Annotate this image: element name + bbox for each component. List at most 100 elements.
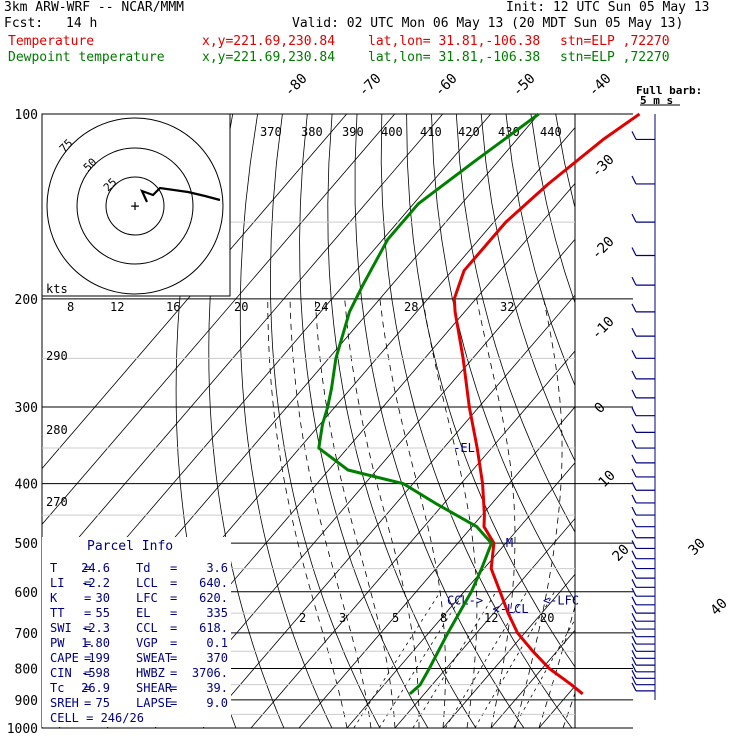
theta-label: 280 [46, 423, 68, 437]
pressure-label: 500 [15, 537, 38, 552]
isotherm [538, 685, 575, 728]
parcel-equals: = [170, 651, 178, 665]
parcel-equals: = [170, 666, 178, 680]
parcel-equals: = [84, 561, 92, 575]
wind-barb-icon [631, 620, 637, 630]
dry-adiabat [555, 114, 575, 209]
parcel-info-title: Parcel Info [87, 539, 174, 554]
isotherm [42, 114, 444, 581]
hodograph-axis-label: 16 [166, 300, 180, 314]
parcel-equals: = [170, 636, 178, 650]
hodograph-ring-75 [46, 117, 224, 295]
wind-barb-icon [631, 628, 637, 637]
wind-barb-icon [631, 439, 637, 449]
parcel-equals: = [84, 621, 92, 635]
wind-barb-icon [631, 643, 637, 652]
mixing-ratio-label: 3 [339, 611, 346, 625]
cell-motion: CELL = 246/26 [50, 711, 144, 725]
isotherm-label: -30 [589, 152, 618, 181]
parcel-key: CCL [136, 621, 158, 635]
parcel-key: LCL [136, 576, 158, 590]
isotherm [42, 114, 396, 526]
forecast-label: Fcst: [4, 16, 44, 31]
sounding-traces [317, 112, 641, 696]
pressure-label: 1000 [7, 722, 38, 737]
parcel-value: -2.3 [81, 621, 110, 635]
parcel-key: SHEAR [136, 681, 173, 695]
parcel-key: K [50, 591, 58, 605]
wind-barb-icon [631, 424, 637, 433]
pressure-label: 800 [15, 662, 38, 677]
isotherm-label: 40 [708, 596, 731, 619]
dewpoint-station: stn=ELP ,72270 [560, 50, 670, 65]
wind-barb-icon [631, 587, 637, 597]
parcel-key: TT [50, 606, 65, 620]
hodograph-frame [41, 113, 231, 297]
parcel-value: 0.1 [206, 636, 228, 650]
parcel-equals: = [84, 591, 92, 605]
parcel-equals: = [84, 666, 92, 680]
wind-barb-icon [631, 506, 637, 516]
parcel-key: SREH [50, 696, 79, 710]
moist-adiabat [289, 298, 372, 728]
theta-label: 390 [342, 125, 364, 139]
dewpoint-xy: x,y=221.69,230.84 [202, 50, 336, 65]
wind-barb-icon [631, 350, 637, 359]
parcel-key: PW [50, 636, 65, 650]
level-marker: <-LFC [543, 594, 579, 608]
isotherm-label: -10 [589, 314, 618, 343]
mixing-ratio-label: 20 [540, 611, 554, 625]
parcel-value: 618. [199, 621, 228, 635]
isotherm [394, 517, 575, 728]
theta-label: 290 [46, 349, 68, 363]
isotherm [298, 406, 575, 728]
isotherm [587, 114, 740, 728]
pressure-label: 400 [15, 478, 38, 493]
moist-adiabat [314, 298, 396, 728]
isotherm-label: 30 [686, 536, 709, 559]
hodograph-axis-label: 24 [314, 300, 328, 314]
isotherm [42, 114, 348, 470]
isotherm-label: -20 [589, 234, 618, 263]
mixing-ratio-label: 8 [440, 611, 447, 625]
hodograph-axis-label: 12 [110, 300, 124, 314]
isotherm [250, 350, 575, 728]
pressure-label: 300 [15, 401, 38, 416]
wind-barb-icon [631, 656, 637, 666]
wind-barb-icon [631, 650, 637, 659]
parcel-value: -2.2 [81, 576, 110, 590]
mixing-ratio-line [412, 591, 497, 728]
wind-barb-icon [631, 389, 637, 399]
isotherm [154, 238, 575, 728]
parcel-row: CIN = -598 HWBZ = 3706. [50, 666, 230, 680]
wind-barb-icon [631, 247, 637, 256]
temperature-trace [452, 112, 641, 696]
init-time: Init: 12 UTC Sun 05 May 13 [506, 0, 710, 15]
parcel-value: 39. [206, 681, 228, 695]
mixing-ratio-label: 12 [484, 611, 498, 625]
temperature-xy: x,y=221.69,230.84 [202, 34, 336, 49]
dry-adiabat [705, 114, 740, 728]
parcel-value: 26.9 [81, 681, 110, 695]
parcel-equals: = [170, 561, 178, 575]
wind-barb-icon [631, 529, 637, 539]
parcel-key: HWBZ [136, 666, 165, 680]
wind-barb-icon [631, 550, 637, 559]
dry-adiabat [630, 114, 740, 728]
hodograph-axis-label: 28 [404, 300, 418, 314]
parcel-equals: = [170, 621, 178, 635]
theta-label: 440 [540, 125, 562, 139]
parcel-key: LAPSE [136, 696, 173, 710]
hodograph-ring-25 [105, 176, 165, 236]
dewpoint-latlon: lat,lon= 31.81,-106.38 [368, 50, 541, 65]
wind-barb-icon [631, 663, 637, 673]
parcel-value: 199 [88, 651, 110, 665]
theta-label: 430 [498, 125, 520, 139]
parcel-value: -598 [81, 666, 110, 680]
level-marker: <-LCL [492, 602, 528, 616]
parcel-value: 3706. [191, 666, 228, 680]
hodograph-units: kts [46, 282, 68, 296]
wind-barb-icon [631, 303, 637, 313]
parcel-key: VGP [136, 636, 158, 650]
isotherm-label: -40 [586, 71, 615, 100]
